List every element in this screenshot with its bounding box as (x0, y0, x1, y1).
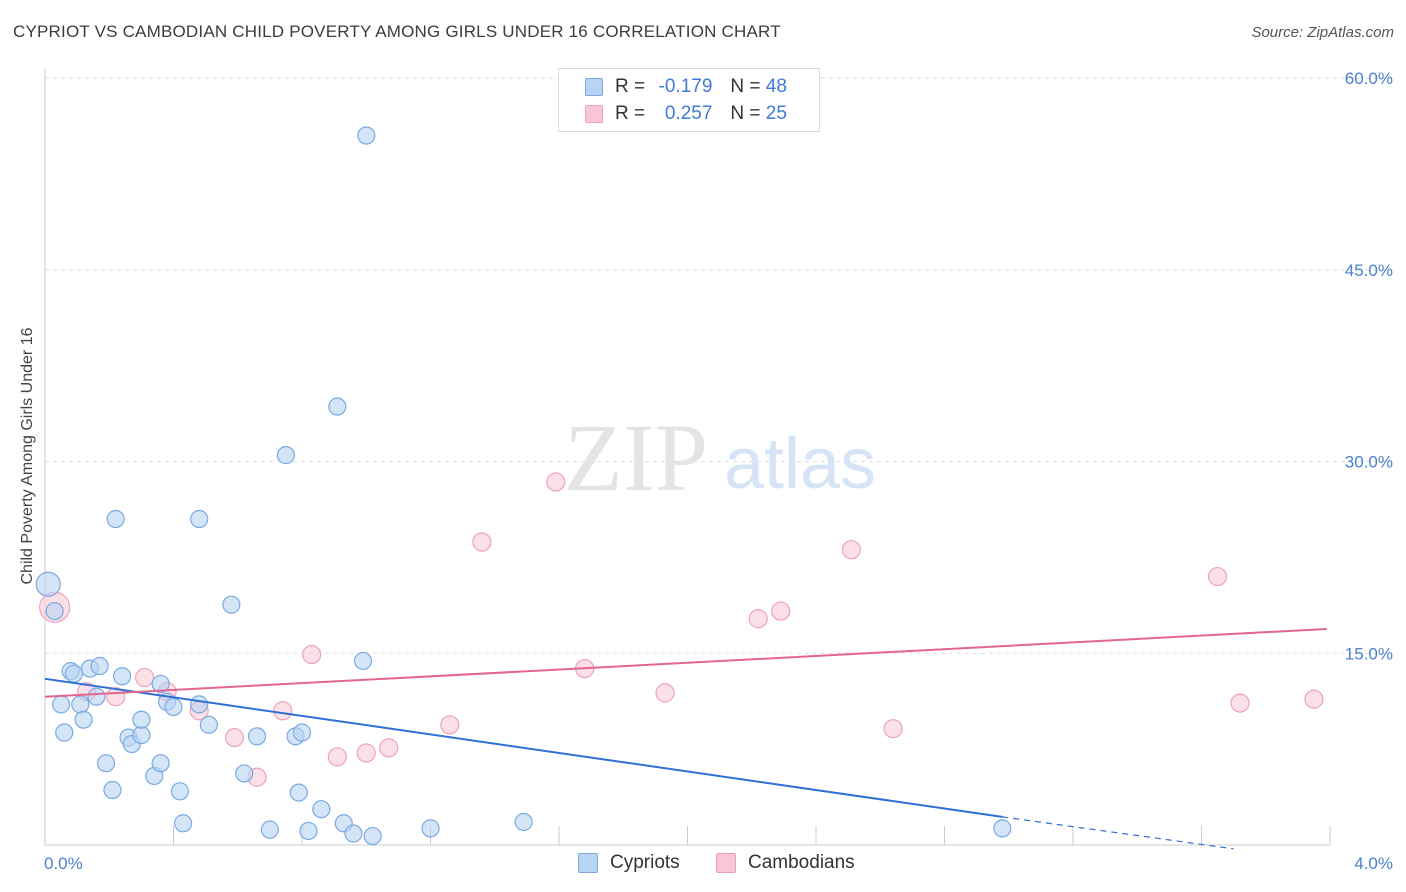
cambodian-point (546, 472, 566, 492)
cypriot-point (276, 446, 296, 465)
cambodian-point (273, 701, 293, 721)
cypriot-point (96, 754, 116, 773)
cambodian-trendline (44, 627, 1327, 698)
legend-n-label: N = (730, 76, 761, 97)
cypriot-point (190, 695, 209, 714)
cypriot-point (112, 667, 132, 686)
legend-label-cambodians: Cambodians (748, 852, 855, 873)
legend-label-cypriots: Cypriots (610, 852, 680, 873)
cypriot-point (35, 571, 61, 597)
cypriot-point (55, 723, 74, 742)
grid-lines (45, 77, 1392, 654)
cypriot-point (344, 824, 363, 843)
cambodian-swatch (716, 853, 736, 873)
x-tick-label: 4.0% (1354, 854, 1393, 873)
legend-n-value: 25 (765, 103, 787, 124)
legend-item-cypriots[interactable]: Cypriots (578, 852, 680, 874)
cypriot-point (328, 397, 347, 416)
cypriot-point (247, 727, 267, 746)
cambodian-point (472, 532, 492, 552)
watermark: ZIP atlas (564, 404, 876, 511)
cypriot-point (292, 723, 312, 742)
cypriot-trendline (44, 677, 1003, 818)
cypriot-point (132, 710, 151, 729)
cypriot-point (514, 812, 533, 832)
cambodian-point (1304, 689, 1324, 709)
cambodian-point (841, 540, 861, 560)
cypriot-point (64, 664, 84, 683)
cypriot-point (90, 656, 109, 676)
legend-row-cambodians: R = 0.257 N = 25 (585, 102, 787, 126)
cypriot-point (71, 695, 90, 714)
cambodian-point (327, 747, 347, 767)
axes (44, 68, 1331, 846)
cypriot-point (132, 725, 151, 745)
cypriot-point (45, 601, 64, 621)
cypriot-point (170, 782, 190, 801)
legend-row-cypriots: R = -0.179 N = 48 (585, 75, 787, 99)
cypriot-swatch (578, 853, 598, 873)
cypriot-point (174, 814, 193, 833)
cypriot-point (103, 780, 122, 800)
cambodian-point (771, 601, 791, 621)
cypriot-point (363, 826, 382, 846)
y-tick-label: 60.0% (1345, 69, 1393, 88)
y-tick-label: 45.0% (1345, 261, 1393, 280)
legend-r-label: R = (615, 103, 646, 124)
legend-n-label: N = (730, 103, 761, 124)
cambodian-point (302, 644, 322, 665)
cambodian-point (379, 738, 399, 758)
legend-r-value: -0.179 (658, 76, 713, 97)
cambodian-point (134, 667, 155, 688)
y-tick-label: 30.0% (1345, 453, 1393, 472)
legend-n-value: 48 (765, 76, 787, 97)
cambodian-point (440, 715, 460, 735)
cypriot-point (353, 651, 373, 671)
cambodian-point (655, 683, 675, 703)
cypriot-point (993, 819, 1012, 838)
cypriot-point (235, 764, 254, 783)
cypriot-point (51, 695, 71, 714)
legend-r-value: 0.257 (664, 103, 713, 124)
trend-lines (44, 627, 1327, 850)
correlation-legend: R = -0.179 N = 48 R = 0.257 N = 25 (558, 68, 820, 132)
cypriot-point (312, 800, 331, 819)
cypriot-point (299, 821, 318, 841)
watermark-atlas: atlas (724, 424, 876, 504)
legend-r-label: R = (615, 76, 646, 97)
cambodian-point (883, 719, 903, 739)
x-tick-label: 0.0% (44, 854, 83, 873)
cypriot-point (421, 819, 440, 838)
source-label: Source: ZipAtlas.com (1251, 24, 1394, 41)
cambodian-point (224, 728, 245, 748)
cambodian-point (1230, 693, 1250, 713)
cypriot-point (151, 754, 170, 773)
cambodian-point (356, 743, 376, 763)
cypriot-trendline-extension (1002, 816, 1234, 850)
cypriot-point (106, 509, 125, 529)
cypriot-point (357, 126, 376, 145)
cypriot-point (199, 715, 218, 734)
cypriot-point (289, 783, 308, 802)
cambodian-swatch (585, 105, 603, 123)
tick-labels: 15.0% 30.0% 45.0% 60.0% 0.0% 4.0% (44, 69, 1393, 873)
cypriot-points (35, 126, 1012, 846)
cypriot-point (260, 820, 279, 839)
watermark-zip: ZIP (564, 404, 708, 511)
cypriot-point (87, 687, 106, 706)
cypriot-point (74, 710, 93, 729)
cypriot-swatch (585, 78, 603, 96)
cambodian-point (748, 609, 768, 629)
chart-title: CYPRIOT VS CAMBODIAN CHILD POVERTY AMONG… (13, 22, 781, 41)
cambodian-point (1207, 566, 1228, 587)
legend-item-cambodians[interactable]: Cambodians (716, 852, 855, 874)
cypriot-point (164, 697, 183, 717)
cypriot-point (151, 674, 170, 694)
y-tick-label: 15.0% (1345, 644, 1393, 663)
cambodian-points (39, 472, 1324, 787)
cypriot-point (190, 509, 209, 529)
cypriot-point (222, 595, 241, 614)
